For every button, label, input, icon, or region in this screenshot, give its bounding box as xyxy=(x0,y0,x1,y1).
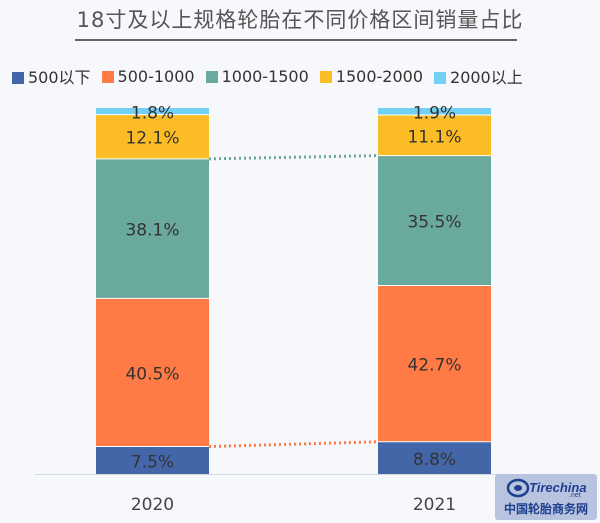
connector-line-1 xyxy=(208,154,379,161)
legend-label: 1000-1500 xyxy=(221,66,309,86)
svg-text:.net: .net xyxy=(569,492,581,498)
legend: 500以下 500-1000 1000-1500 1500-2000 2000以上 xyxy=(12,64,600,88)
legend-label: 500-1000 xyxy=(117,66,195,86)
data-label: 1.8% xyxy=(131,103,174,123)
watermark: Tirechina .net 中国轮胎商务网 xyxy=(495,474,597,520)
data-label: 35.5% xyxy=(407,213,461,233)
data-label: 1.9% xyxy=(413,103,456,123)
legend-label: 1500-2000 xyxy=(335,66,424,86)
tirechina-logo-icon: Tirechina .net xyxy=(506,478,587,498)
bar-2021-500以下 xyxy=(378,441,491,474)
legend-item-3: 1500-2000 xyxy=(319,66,424,86)
bar-2020-1000-1500 xyxy=(96,158,209,299)
bar-2020-1500-2000 xyxy=(96,114,209,159)
bar-2021-500-1000 xyxy=(378,285,491,442)
data-label: 38.1% xyxy=(125,221,179,241)
bar-2020-500以下 xyxy=(96,446,209,474)
legend-label: 2000以上 xyxy=(450,68,523,87)
svg-text:Tirechina: Tirechina xyxy=(529,480,587,495)
bar-2021-1000-1500 xyxy=(378,155,491,286)
bar-2020-2000以上 xyxy=(96,108,209,115)
data-label: 42.7% xyxy=(407,356,461,376)
title-underline xyxy=(75,39,517,41)
chart-title: 18寸及以上规格轮胎在不同价格区间销量占比 xyxy=(76,8,524,32)
watermark-caption: 中国轮胎商务网 xyxy=(503,502,588,516)
legend-label: 500以下 xyxy=(28,68,91,87)
legend-swatch xyxy=(101,70,114,83)
category-label: 2020 xyxy=(131,495,174,515)
data-label: 40.5% xyxy=(125,364,179,384)
legend-swatch xyxy=(319,70,332,83)
bar-2020-500-1000 xyxy=(96,298,209,447)
bar-2021-1500-2000 xyxy=(378,114,491,156)
legend-swatch xyxy=(205,70,218,83)
data-label: 8.8% xyxy=(413,450,456,470)
data-label: 7.5% xyxy=(131,452,174,472)
bar-2021-2000以上 xyxy=(378,108,491,115)
legend-item-4: 2000以上 xyxy=(434,64,523,88)
data-label: 11.1% xyxy=(407,127,461,147)
legend-item-0: 500以下 xyxy=(12,64,91,88)
connector-line-0 xyxy=(208,440,379,449)
legend-swatch xyxy=(12,72,24,84)
legend-item-1: 500-1000 xyxy=(101,66,195,86)
data-label: 12.1% xyxy=(125,129,179,149)
legend-swatch xyxy=(434,72,447,84)
category-label: 2021 xyxy=(413,495,456,515)
legend-item-2: 1000-1500 xyxy=(205,66,309,86)
